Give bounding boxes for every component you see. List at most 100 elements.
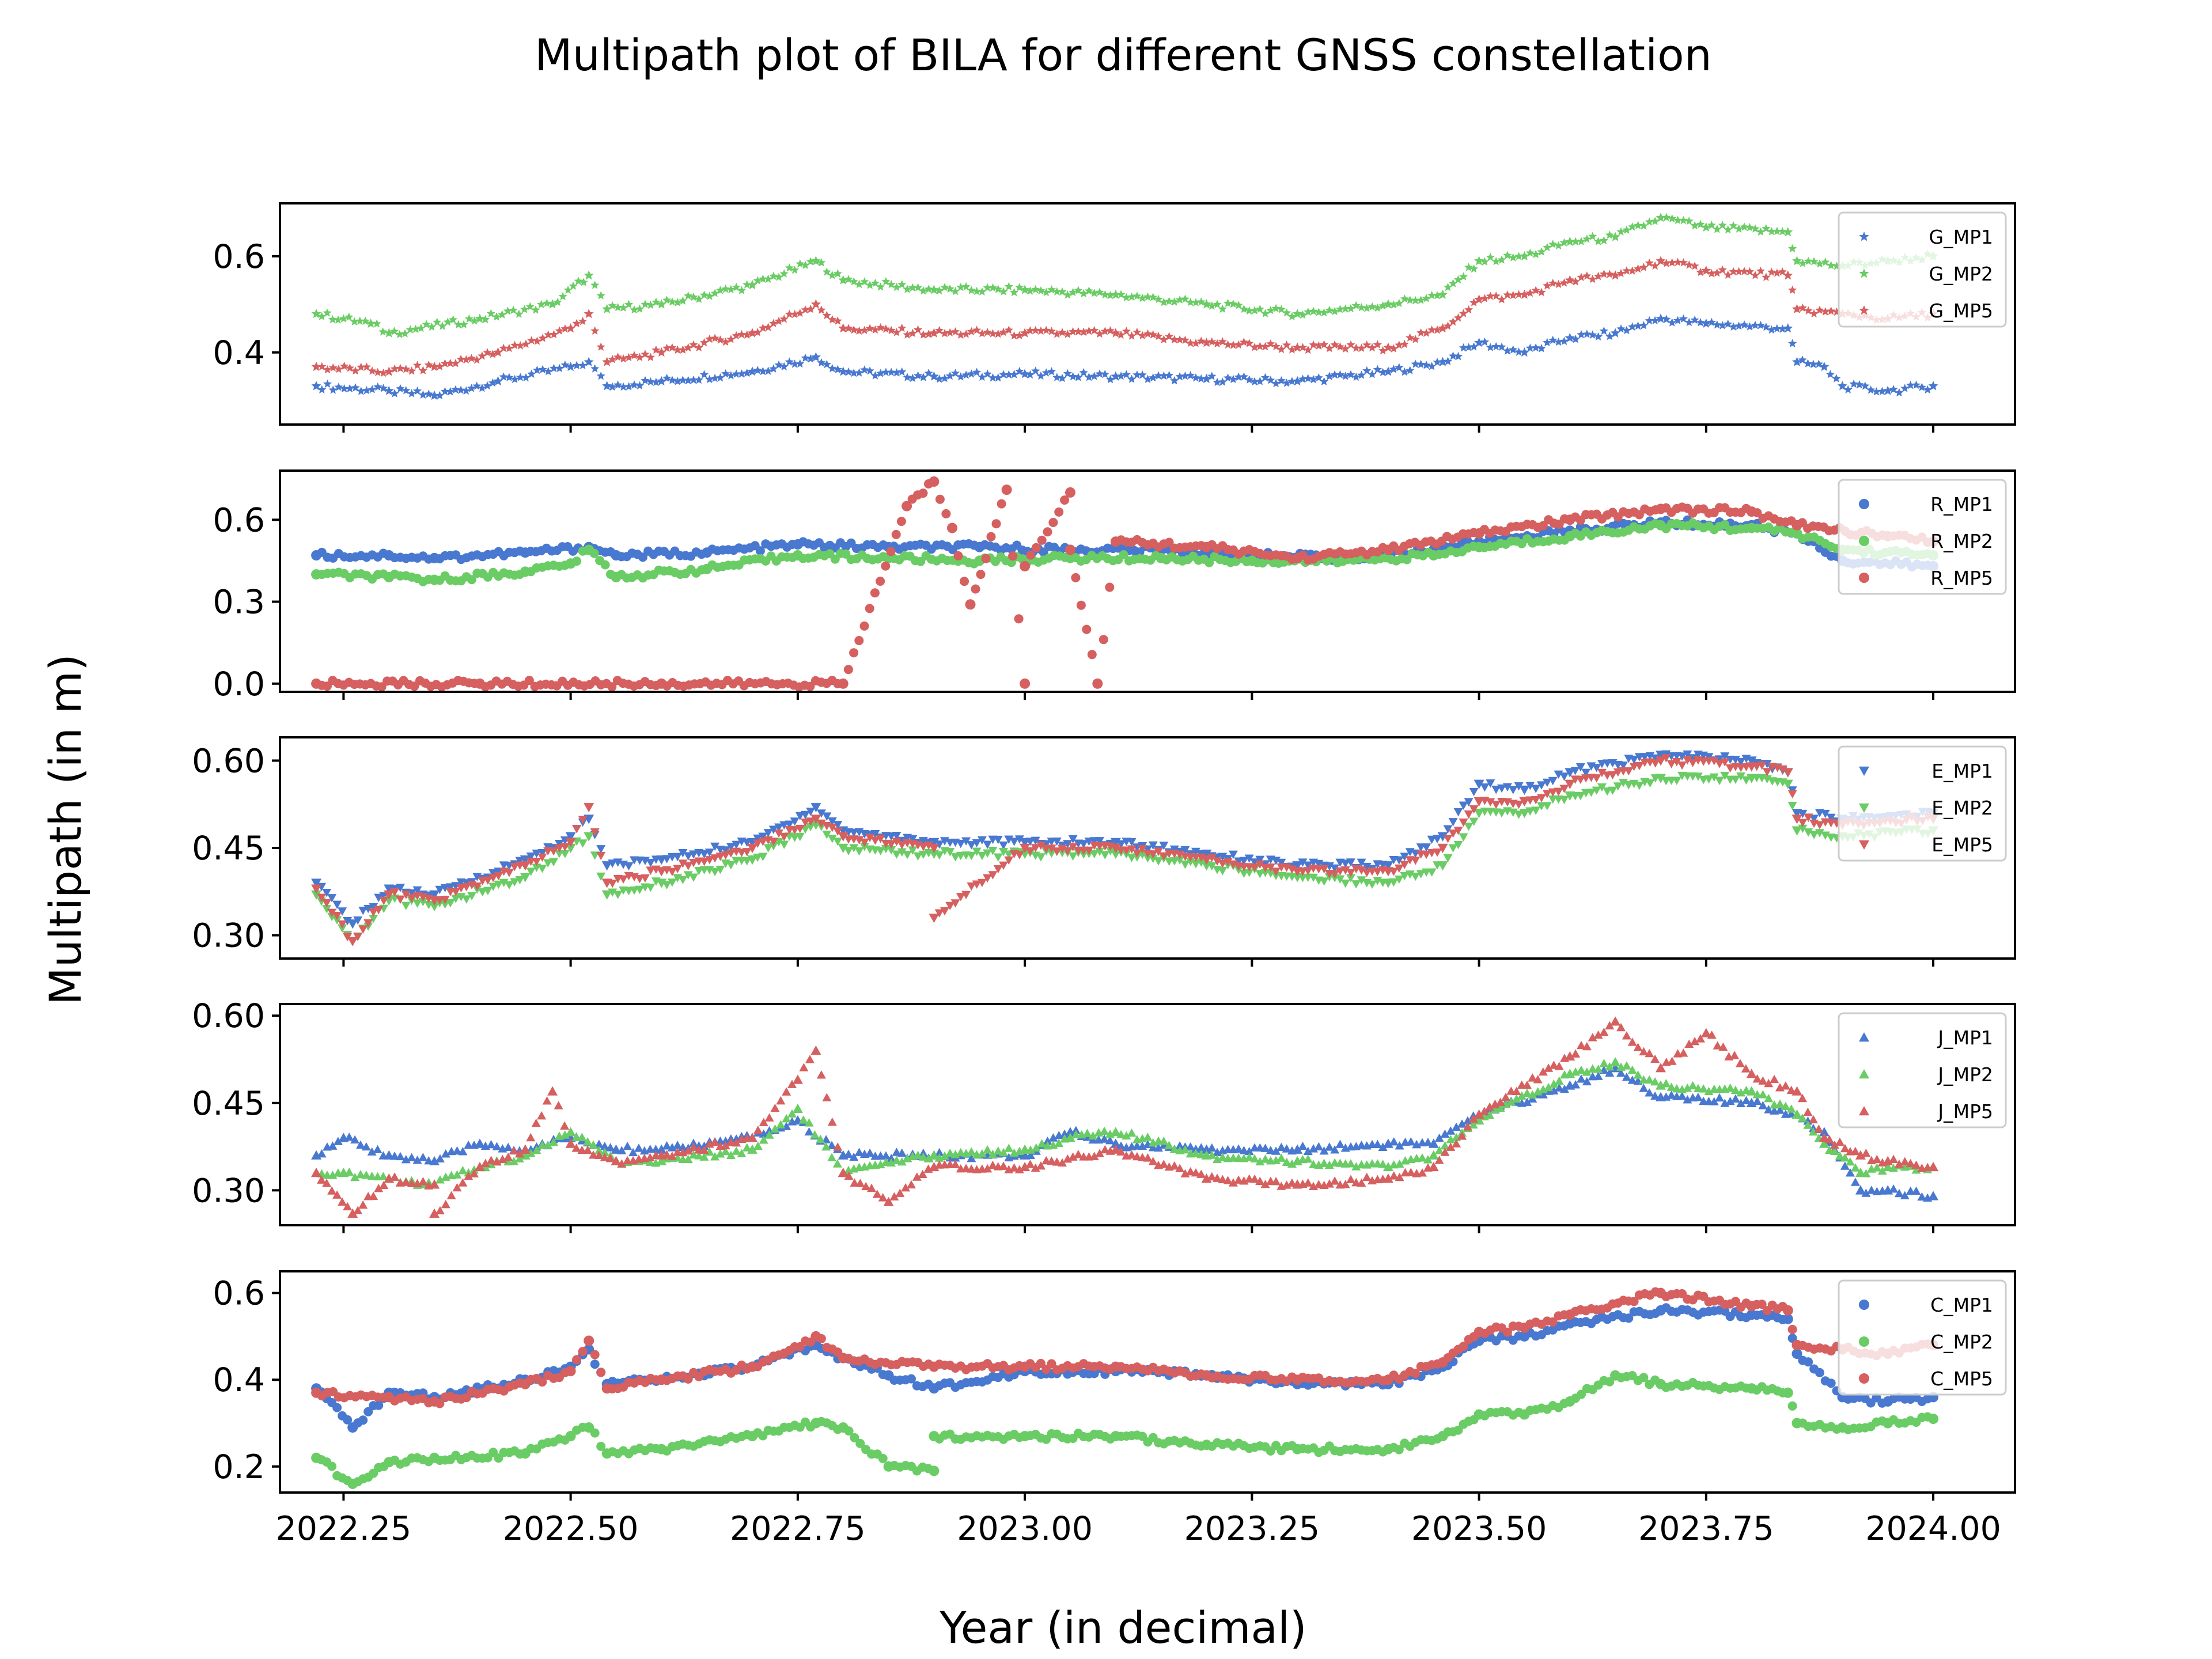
data-point [801,305,810,314]
data-point [1201,1173,1212,1183]
data-point [1588,330,1597,339]
data-point [918,850,928,859]
data-point [1605,1021,1615,1030]
data-point [827,1141,837,1149]
data-point [1159,1160,1169,1168]
data-point [906,1180,916,1189]
data-point [1143,329,1153,338]
data-point [1627,1037,1637,1046]
data-point [1213,300,1222,308]
data-point [972,839,982,847]
data-point [1422,294,1431,302]
data-point [1485,1111,1495,1119]
data-point [1116,1141,1126,1150]
data-point [790,817,800,826]
data-point [608,382,617,391]
data-point [1036,326,1046,335]
data-point [742,1143,752,1152]
data-point [1815,829,1824,838]
data-point [988,847,998,855]
data-point [1662,259,1671,267]
data-point [656,1156,667,1166]
data-point [967,286,976,294]
data-point [1446,1126,1456,1135]
data-point [1266,376,1275,384]
data-point [929,1465,940,1476]
data-point [896,517,906,527]
data-point [1514,252,1524,260]
data-point [1025,1150,1035,1160]
data-point [1821,307,1830,316]
data-point [1292,1144,1303,1154]
data-point [887,325,896,335]
y-tick-label: 0.6 [213,501,265,539]
data-point [1433,357,1442,366]
data-point [1453,275,1463,284]
data-point [1330,306,1339,316]
data-point [1351,343,1361,352]
data-point [1400,853,1410,861]
data-point [572,825,582,834]
data-point [721,337,730,346]
data-point [1088,1131,1098,1140]
data-point [602,357,612,366]
data-point [578,361,588,369]
data-point [600,560,610,570]
data-point [351,383,360,392]
data-point [1325,372,1334,380]
data-point [956,1147,965,1157]
data-point [469,1169,479,1177]
data-point [1724,270,1733,279]
data-point [1819,1127,1830,1137]
x-tick-label: 2023.25 [1184,1510,1320,1548]
data-point [1627,1065,1637,1074]
data-point [347,919,358,929]
data-point [967,882,976,891]
data-point [1453,840,1463,850]
data-point [1218,853,1228,861]
data-point [1469,817,1479,826]
data-point [1683,756,1692,765]
data-point [369,908,378,917]
y-tick-label: 0.4 [213,1361,265,1399]
data-point [918,843,928,851]
data-point [919,330,928,339]
data-point [1544,1063,1554,1072]
data-point [790,265,800,274]
data-point [456,884,466,893]
data-point [1740,267,1749,275]
data-point [357,362,366,371]
data-point [753,853,763,862]
data-point [1809,815,1819,823]
data-point [1169,845,1179,854]
data-point [1668,214,1677,223]
data-point [503,1142,513,1152]
data-point [710,842,720,851]
data-point [1008,551,1018,561]
data-point [1486,291,1495,300]
data-point [908,328,917,338]
data-point [1036,286,1046,295]
data-point [1330,340,1339,349]
data-point [828,271,837,279]
data-point [1228,1178,1238,1187]
data-point [1740,320,1749,329]
data-point [870,588,880,598]
data-point [1655,774,1666,783]
data-point [1594,237,1603,245]
data-point [1452,1139,1461,1147]
data-point [343,1202,353,1211]
data-point [488,378,497,387]
data-point [1613,782,1623,791]
data-point [1684,317,1694,327]
data-point [914,371,923,380]
data-point [652,377,661,387]
data-point [1542,802,1552,810]
data-point [662,1150,672,1158]
data-point [358,1415,368,1425]
data-point [566,361,576,372]
data-point [1271,304,1281,313]
data-point [790,359,800,368]
data-point [1020,369,1030,378]
